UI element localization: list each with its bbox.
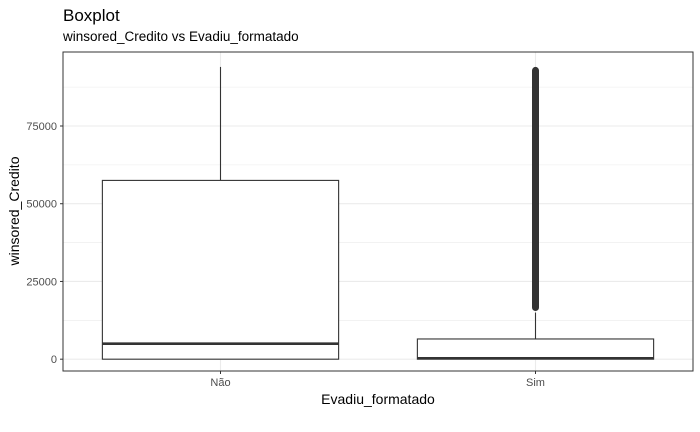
x-axis-label: Evadiu_formatado — [321, 391, 435, 407]
y-tick-label: 50000 — [26, 199, 57, 211]
box-body — [416, 338, 655, 360]
y-axis-label: winsored_Credito — [6, 156, 22, 266]
x-tick-label: Sim — [526, 377, 545, 389]
panel-border — [62, 51, 694, 372]
box-layer — [101, 66, 655, 360]
y-tick-label: 75000 — [26, 121, 57, 133]
box-body — [101, 179, 340, 360]
x-tick-label: Não — [210, 377, 230, 389]
x-axis-ticks: Não Sim — [210, 371, 545, 389]
y-tick-label: 0 — [51, 354, 57, 366]
box-2 — [416, 66, 655, 360]
outlier-points — [532, 66, 539, 311]
y-tick-label: 25000 — [26, 276, 57, 288]
chart-title: Boxplot — [63, 6, 120, 25]
box-1 — [101, 66, 340, 360]
chart-subtitle: winsored_Credito vs Evadiu_formatado — [62, 29, 299, 44]
y-axis-ticks: 0 25000 50000 75000 — [26, 121, 63, 366]
